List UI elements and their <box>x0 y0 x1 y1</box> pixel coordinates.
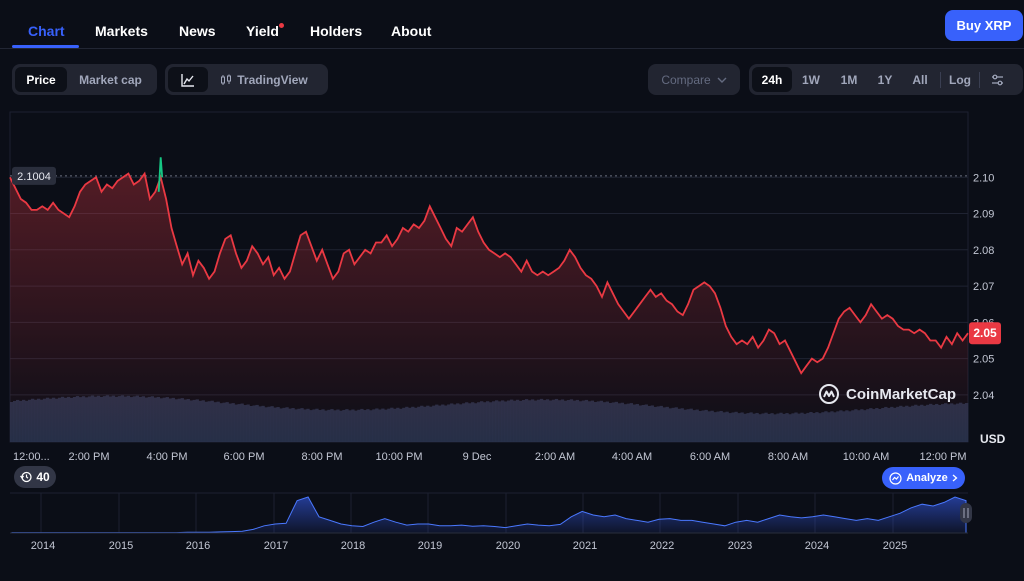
tab-about[interactable]: About <box>391 23 432 39</box>
x-tick-label: 12:00... <box>13 451 50 463</box>
navigator-year-label: 2022 <box>650 540 674 552</box>
x-axis: 12:00... 2:00 PM 4:00 PM 6:00 PM 8:00 PM 10:0… <box>13 451 967 463</box>
y-tick-label: 2.04 <box>973 390 994 402</box>
navigator-year-label: 2018 <box>341 540 365 552</box>
range-24h[interactable]: 24h <box>752 67 792 92</box>
x-tick-label: 2:00 PM <box>69 451 110 463</box>
navigator-year-label: 2025 <box>883 540 907 552</box>
tab-holders[interactable]: Holders <box>310 23 363 39</box>
navigator-year-label: 2024 <box>805 540 829 552</box>
x-tick-label: 8:00 PM <box>302 451 343 463</box>
y-axis: 2.042.052.062.072.082.092.10 <box>973 172 994 402</box>
line-chart-icon <box>181 73 194 87</box>
x-tick-label: 10:00 PM <box>375 451 422 463</box>
chart-type-toggle: Price Market cap <box>12 64 157 95</box>
navigator-year-label: 2020 <box>496 540 520 552</box>
tradingview-label: TradingView <box>237 72 308 87</box>
chevron-right-icon <box>952 474 958 482</box>
candlestick-icon <box>221 74 232 85</box>
price-area <box>10 173 968 442</box>
coinmarketcap-watermark: CoinMarketCap <box>818 383 956 405</box>
settings-sliders-icon <box>991 74 1003 85</box>
range-divider <box>979 71 980 88</box>
analyze-label: Analyze <box>906 472 948 484</box>
tab-yield[interactable]: Yield <box>246 23 279 39</box>
range-all[interactable]: All <box>912 72 928 87</box>
navigator-handle[interactable] <box>960 503 972 523</box>
tab-news[interactable]: News <box>179 23 216 39</box>
coinmarketcap-logo-icon <box>819 384 839 404</box>
price-toggle[interactable]: Price <box>15 67 67 92</box>
history-icon <box>20 471 32 483</box>
tradingview-button[interactable]: TradingView <box>208 67 320 92</box>
tab-markets[interactable]: Markets <box>95 23 148 39</box>
y-tick-label: 2.09 <box>973 209 994 221</box>
navigator-year-label: 2017 <box>264 540 288 552</box>
compare-dropdown[interactable]: Compare <box>648 64 740 95</box>
analyze-button[interactable]: Analyze <box>882 467 965 489</box>
watermark-text: CoinMarketCap <box>846 385 957 403</box>
navigator-year-label: 2021 <box>573 540 597 552</box>
x-tick-label: 9 Dec <box>463 451 492 463</box>
y-tick-label: 2.08 <box>973 245 994 257</box>
x-tick-label: 12:00 PM <box>919 451 966 463</box>
x-tick-label: 8:00 AM <box>768 451 808 463</box>
x-tick-label: 2:00 AM <box>535 451 575 463</box>
y-axis-unit: USD <box>980 432 1006 446</box>
y-tick-label: 2.05 <box>973 354 994 366</box>
range-divider <box>940 71 941 88</box>
range-1w[interactable]: 1W <box>802 72 820 87</box>
navigator-area <box>11 496 967 534</box>
y-tick-label: 2.07 <box>973 281 994 293</box>
navigator-x-axis: 2014 2015 2016 2017 2018 2019 2020 2021 2022 2023… <box>31 540 907 552</box>
price-line <box>9 171 969 375</box>
x-tick-label: 4:00 PM <box>147 451 188 463</box>
current-price-badge: 2.05 <box>969 322 1001 345</box>
navigator-year-label: 2019 <box>418 540 442 552</box>
x-tick-label: 4:00 AM <box>612 451 652 463</box>
ai-sparkle-icon <box>889 471 902 485</box>
range-1m[interactable]: 1M <box>840 72 858 87</box>
active-tab-indicator <box>12 45 79 48</box>
notification-dot <box>279 23 284 28</box>
price-line-up-segment <box>157 157 164 192</box>
range-selector: 24h 1W 1M 1Y All Log <box>749 64 1023 95</box>
history-badge[interactable]: 40 <box>14 466 56 488</box>
x-tick-label: 6:00 AM <box>690 451 730 463</box>
chart-settings-button[interactable] <box>982 67 1012 92</box>
line-chart-button[interactable] <box>168 67 208 92</box>
market-cap-toggle[interactable]: Market cap <box>79 72 142 87</box>
navigator-year-label: 2014 <box>31 540 55 552</box>
buy-button[interactable]: Buy XRP <box>945 10 1023 41</box>
navigator-year-label: 2023 <box>728 540 752 552</box>
top-nav: Chart Markets News Yield Holders About B… <box>0 0 1024 49</box>
y-tick-label: 2.10 <box>973 172 994 184</box>
navigator-year-label: 2015 <box>109 540 133 552</box>
chevron-down-icon <box>717 77 727 83</box>
open-price-label: 2.1004 <box>17 171 51 183</box>
chart-style-toggle: TradingView <box>165 64 328 95</box>
navigator-year-label: 2016 <box>186 540 210 552</box>
compare-label: Compare <box>661 72 711 87</box>
x-tick-label: 6:00 PM <box>224 451 265 463</box>
open-price-badge: 2.1004 <box>12 166 56 185</box>
tab-chart[interactable]: Chart <box>28 23 65 39</box>
range-1y[interactable]: 1Y <box>877 72 893 87</box>
current-price-label: 2.05 <box>973 326 997 340</box>
history-count: 40 <box>36 470 50 484</box>
log-toggle[interactable]: Log <box>949 72 971 87</box>
x-tick-label: 10:00 AM <box>843 451 889 463</box>
